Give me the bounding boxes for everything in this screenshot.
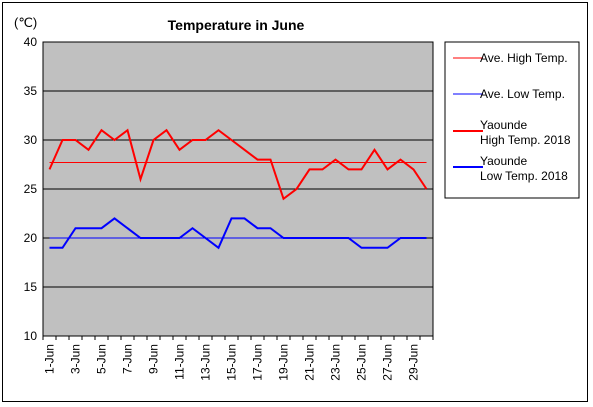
series-line-4 [49, 217, 427, 250]
y-tick-label: 30 [24, 133, 38, 147]
chart-title: Temperature in June [168, 17, 305, 33]
x-tick-label: 23-Jun [329, 344, 343, 381]
series-line-3 [48, 128, 428, 201]
legend-label: Ave. High Temp. [480, 51, 568, 65]
x-tick-label: 21-Jun [303, 344, 317, 381]
x-tick-label: 15-Jun [225, 344, 239, 381]
x-tick-label: 7-Jun [121, 344, 135, 374]
x-tick-label: 27-Jun [381, 344, 395, 381]
x-tick-label: 9-Jun [147, 344, 161, 374]
x-tick-label: 13-Jun [199, 344, 213, 381]
y-tick-label: 35 [24, 84, 38, 98]
x-tick-label: 5-Jun [95, 344, 109, 374]
y-tick-label: 40 [24, 35, 38, 49]
x-tick-label: 19-Jun [277, 344, 291, 381]
legend-label: Yaounde Low Temp. 2018 [480, 154, 568, 183]
legend-box [444, 41, 580, 199]
x-tick-label: 25-Jun [355, 344, 369, 381]
y-tick-label: 15 [24, 280, 38, 294]
x-tick-label: 11-Jun [173, 344, 187, 380]
legend-label: Yaounde High Temp. 2018 [480, 118, 571, 147]
legend: Ave. High Temp. Ave. Low Temp. Yaounde High… [444, 41, 580, 199]
unit-label: (℃) [14, 15, 37, 30]
y-tick-label: 20 [24, 231, 38, 245]
x-tick-label: 1-Jun [43, 344, 57, 374]
x-tick-label: 3-Jun [69, 344, 83, 374]
legend-label: Ave. Low Temp. [480, 87, 565, 101]
plot-area: 10 15 20 25 30 35 40 1-Jun 3-Jun 5-Jun 7-Jun 9-Jun 1… [24, 35, 434, 381]
y-tick-label: 25 [24, 182, 38, 196]
y-tick-label: 10 [24, 329, 38, 343]
x-tick-label: 17-Jun [251, 344, 265, 381]
x-tick-label: 29-Jun [407, 344, 421, 381]
